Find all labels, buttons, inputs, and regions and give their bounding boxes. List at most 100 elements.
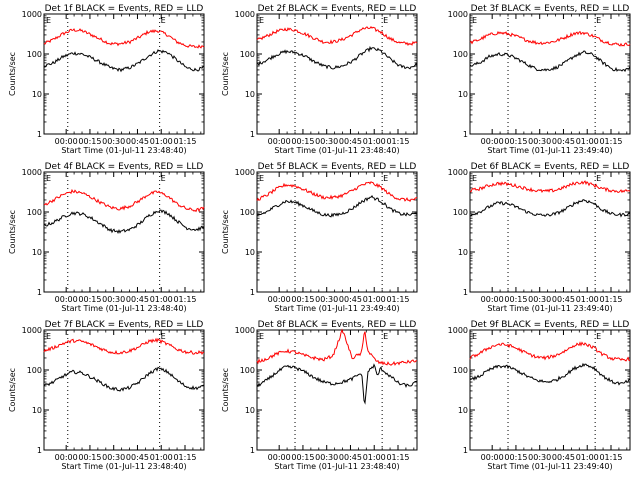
x-tick-label: 01:15	[386, 295, 409, 304]
x-tick-label: 00:45	[126, 295, 149, 304]
x-tick-label: 00:00	[55, 453, 78, 462]
x-tick-label: 00:45	[126, 453, 149, 462]
y-tick-label: 10	[245, 248, 255, 257]
x-tick-label: 01:15	[599, 295, 622, 304]
series-line	[44, 209, 205, 234]
x-tick-label: 00:15	[291, 295, 314, 304]
plot-panel: Det 6f BLACK = Events, RED = LLD 1 10 100 10…	[448, 162, 631, 313]
x-tick-label: 00:00	[55, 137, 78, 146]
y-tick-label: 10	[245, 406, 255, 415]
y-axis-label: Counts/sec	[221, 210, 230, 254]
y-axis-label: Counts/sec	[8, 52, 17, 96]
y-tick-label: 1000	[448, 326, 468, 335]
y-tick-label: 10	[32, 248, 42, 257]
plot-title: Det 4f BLACK = Events, RED = LLD	[45, 162, 204, 172]
y-tick-label: 10	[458, 90, 468, 99]
x-tick-label: 01:15	[386, 453, 409, 462]
x-tick-label: 00:45	[126, 137, 149, 146]
plot-panel: Det 5f BLACK = Events, RED = LLD 1 10 100 10…	[221, 162, 418, 313]
e-marker: E	[259, 174, 264, 183]
y-tick-label: 1000	[448, 10, 468, 19]
e-marker: E	[161, 332, 166, 341]
series-line	[256, 363, 418, 405]
x-tick-label: 00:30	[315, 295, 338, 304]
x-axis-label: Start Time (01-Jul-11 23:48:40)	[61, 462, 186, 471]
x-axis-label: Start Time (01-Jul-11 23:49:40)	[274, 304, 399, 313]
plot-title: Det 9f BLACK = Events, RED = LLD	[471, 320, 630, 330]
plot-title: Det 8f BLACK = Events, RED = LLD	[258, 320, 417, 330]
series-line	[469, 341, 631, 362]
y-tick-label: 1000	[235, 168, 255, 177]
x-tick-label: 00:00	[268, 453, 291, 462]
series-line	[43, 337, 205, 355]
series-line	[256, 45, 418, 70]
y-tick-label: 1000	[22, 326, 42, 335]
x-tick-label: 01:15	[599, 137, 622, 146]
y-tick-label: 100	[240, 50, 255, 59]
y-tick-label: 10	[32, 406, 42, 415]
x-tick-label: 00:15	[504, 295, 527, 304]
x-tick-label: 00:30	[102, 453, 125, 462]
x-tick-label: 00:15	[504, 137, 527, 146]
x-tick-label: 01:15	[173, 453, 196, 462]
x-tick-label: 01:00	[576, 453, 599, 462]
e-marker: E	[472, 16, 477, 25]
x-tick-label: 00:15	[78, 453, 101, 462]
series-line	[469, 199, 631, 218]
e-marker: E	[161, 174, 166, 183]
plot-title: Det 1f BLACK = Events, RED = LLD	[45, 4, 204, 14]
y-tick-label: 1	[37, 288, 42, 297]
plot-frame	[256, 13, 418, 135]
x-tick-label: 01:15	[599, 453, 622, 462]
e-marker: E	[472, 174, 477, 183]
plot-frame	[43, 13, 205, 135]
plot-panel: Det 1f BLACK = Events, RED = LLD 1 10 100 10…	[8, 4, 205, 155]
plot-title: Det 3f BLACK = Events, RED = LLD	[471, 4, 630, 14]
e-marker: E	[259, 16, 264, 25]
y-axis-label: Counts/sec	[8, 368, 17, 412]
plot-frame	[469, 13, 631, 135]
x-tick-label: 00:15	[78, 295, 101, 304]
y-tick-label: 1	[463, 130, 468, 139]
y-tick-label: 100	[453, 208, 468, 217]
y-tick-label: 1000	[22, 10, 42, 19]
plot-frame	[43, 171, 205, 293]
x-tick-label: 00:45	[339, 453, 362, 462]
plot-frame	[43, 329, 205, 451]
series-line	[469, 362, 631, 386]
plot-panel: Det 3f BLACK = Events, RED = LLD 1 10 100 10…	[448, 4, 631, 155]
plot-frame	[256, 329, 418, 451]
x-tick-label: 00:45	[339, 295, 362, 304]
e-marker: E	[383, 332, 388, 341]
x-tick-label: 00:30	[102, 295, 125, 304]
y-tick-label: 1	[250, 446, 255, 455]
x-tick-label: 00:00	[55, 295, 78, 304]
plot-panel: Det 4f BLACK = Events, RED = LLD 1 10 100 10…	[8, 162, 205, 313]
e-marker: E	[46, 16, 51, 25]
series-line	[256, 194, 418, 218]
plot-panel: Det 2f BLACK = Events, RED = LLD 1 10 100 10…	[221, 4, 418, 155]
y-tick-label: 1000	[448, 168, 468, 177]
plot-frame	[469, 171, 631, 293]
plot-panel: Det 8f BLACK = Events, RED = LLD 1 10 100 10…	[221, 320, 418, 471]
y-tick-label: 1	[250, 130, 255, 139]
x-tick-label: 01:15	[386, 137, 409, 146]
x-axis-label: Start Time (01-Jul-11 23:49:40)	[487, 304, 612, 313]
x-tick-label: 00:00	[268, 137, 291, 146]
series-line	[256, 181, 418, 203]
x-tick-label: 00:30	[528, 295, 551, 304]
x-tick-label: 01:00	[150, 453, 173, 462]
x-tick-label: 00:00	[481, 137, 504, 146]
plot-title: Det 2f BLACK = Events, RED = LLD	[258, 4, 417, 14]
x-tick-label: 01:00	[576, 137, 599, 146]
series-line	[469, 30, 631, 47]
y-axis-label: Counts/sec	[8, 210, 17, 254]
x-tick-label: 01:00	[150, 137, 173, 146]
series-line	[256, 25, 418, 47]
plot-frame	[469, 329, 631, 451]
y-tick-label: 100	[453, 50, 468, 59]
plot-title: Det 6f BLACK = Events, RED = LLD	[471, 162, 630, 172]
e-marker: E	[161, 16, 166, 25]
y-tick-label: 1000	[22, 168, 42, 177]
